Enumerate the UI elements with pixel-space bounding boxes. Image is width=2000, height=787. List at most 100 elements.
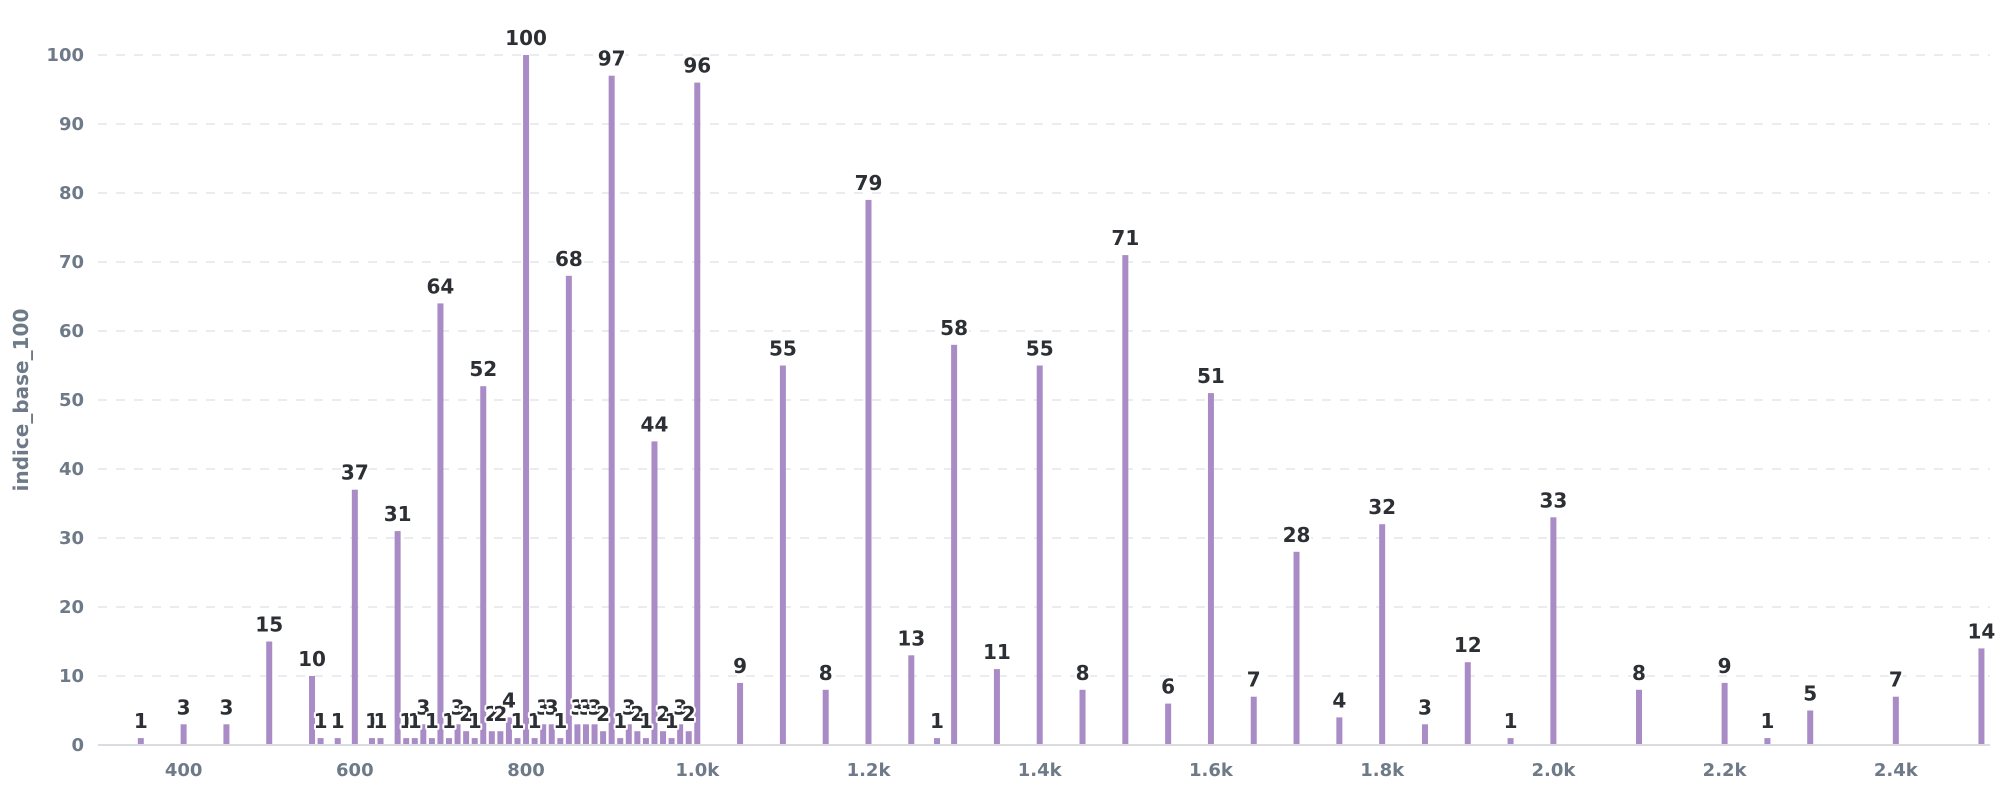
data-label: 8 (819, 661, 833, 685)
data-label: 8 (1076, 661, 1090, 685)
data-label: 13 (897, 626, 925, 650)
bar (634, 731, 641, 745)
data-label: 1 (468, 709, 482, 733)
x-axis-ticks: 400 600 800 1.0k 1.2k 1.4k 1.6k 1.8k 2.0k 2.2k 2.4… (165, 760, 1919, 781)
y-tick-label: 40 (59, 459, 84, 480)
data-label: 2 (485, 702, 499, 726)
data-label: 2 (459, 702, 473, 726)
bar (514, 738, 521, 745)
y-tick-label: 20 (59, 597, 84, 618)
bar (446, 738, 453, 745)
y-tick-label: 80 (59, 183, 84, 204)
bar (497, 731, 504, 745)
data-label: 96 (683, 54, 711, 78)
data-label: 2 (656, 702, 670, 726)
data-label: 1 (134, 709, 148, 733)
data-label: 37 (341, 461, 369, 485)
bar (993, 669, 1000, 745)
bar (1764, 738, 1771, 745)
bar (951, 344, 958, 745)
bar (454, 724, 461, 745)
bar (1807, 710, 1814, 745)
x-tick-label: 1.0k (675, 760, 720, 781)
bar (1293, 551, 1300, 745)
bar (411, 738, 418, 745)
data-label: 31 (384, 502, 412, 526)
data-label: 1 (1504, 709, 1518, 733)
x-tick-label: 2.2k (1703, 760, 1748, 781)
bar (822, 689, 829, 745)
x-tick-label: 2.0k (1531, 760, 1576, 781)
x-tick-label: 800 (507, 760, 545, 781)
data-label: 4 (502, 688, 516, 712)
bar (694, 82, 701, 746)
bar (1721, 682, 1728, 745)
x-tick-label: 600 (336, 760, 374, 781)
bar (309, 676, 316, 745)
data-label: 1 (613, 709, 627, 733)
data-label: 64 (427, 274, 455, 298)
bar (1379, 524, 1386, 745)
bar (471, 738, 478, 745)
bar (1507, 738, 1514, 745)
bar (540, 724, 547, 745)
y-tick-label: 30 (59, 528, 84, 549)
bar (394, 531, 401, 745)
bar (933, 738, 940, 745)
bar (582, 724, 589, 745)
data-label: 3 (177, 695, 191, 719)
data-label: 12 (1454, 633, 1482, 657)
data-label: 3 (451, 695, 465, 719)
data-label: 44 (641, 412, 669, 436)
data-label: 5 (1803, 682, 1817, 706)
bar (266, 641, 273, 745)
gridlines (98, 54, 1990, 677)
bars (137, 55, 1985, 746)
bar (180, 724, 187, 745)
data-label: 1 (399, 709, 413, 733)
y-axis-title: indice_base_100 (9, 309, 33, 492)
data-label: 1 (425, 709, 439, 733)
data-label: 3 (1418, 695, 1432, 719)
y-tick-label: 0 (71, 735, 84, 756)
bar (779, 365, 786, 745)
data-label: 71 (1111, 226, 1139, 250)
y-tick-label: 70 (59, 252, 84, 273)
x-tick-label: 1.8k (1360, 760, 1405, 781)
data-label: 1 (442, 709, 456, 733)
bar (317, 738, 324, 745)
bar (660, 731, 667, 745)
bar (685, 731, 692, 745)
bar (1892, 696, 1899, 745)
data-label: 1 (665, 709, 679, 733)
bar (505, 717, 512, 745)
bar (334, 738, 341, 745)
bar (908, 655, 915, 745)
bar (223, 724, 230, 745)
data-label: 100 (505, 26, 547, 50)
data-label: 1 (511, 709, 525, 733)
data-label: 3 (536, 695, 550, 719)
bar (557, 738, 564, 745)
bar (531, 738, 538, 745)
y-tick-label: 60 (59, 321, 84, 342)
bar (668, 738, 675, 745)
bar (437, 303, 444, 745)
bar (463, 731, 470, 745)
bar (1122, 255, 1129, 745)
x-tick-label: 1.4k (1018, 760, 1063, 781)
data-label: 3 (545, 695, 559, 719)
bar (137, 738, 144, 745)
data-label: 8 (1632, 661, 1646, 685)
data-label: 7 (1889, 668, 1903, 692)
bar (617, 738, 624, 745)
bar (651, 441, 658, 745)
bar (591, 724, 598, 745)
data-label: 14 (1968, 619, 1996, 643)
data-label: 1 (365, 709, 379, 733)
data-label: 79 (855, 171, 883, 195)
bar (480, 386, 487, 745)
data-label: 10 (298, 647, 326, 671)
data-label: 3 (673, 695, 687, 719)
